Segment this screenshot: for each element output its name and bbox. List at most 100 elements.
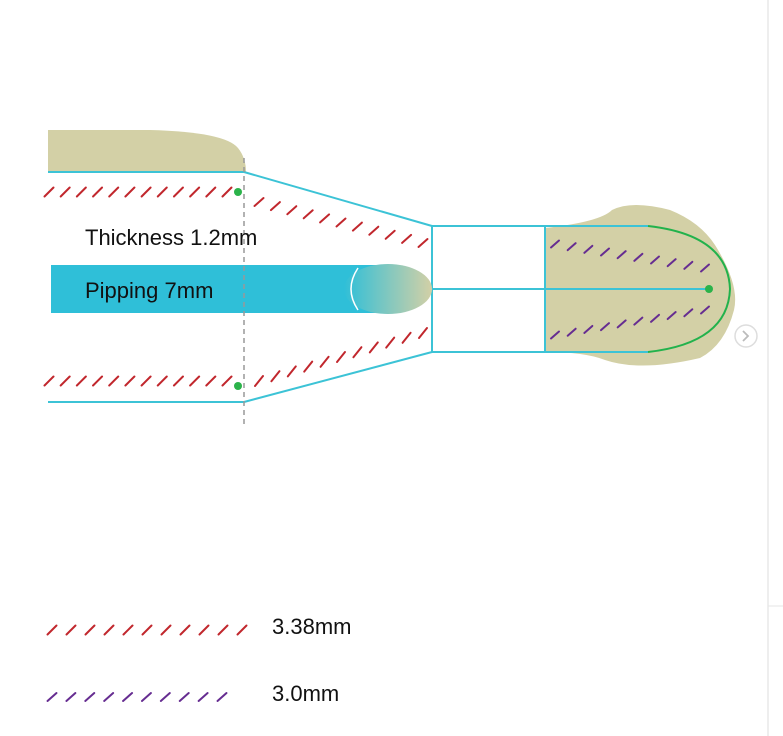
next-slide-button[interactable] — [734, 324, 758, 348]
stitch-mark — [666, 311, 677, 321]
stitch-mark — [172, 375, 184, 387]
stitch-mark — [600, 247, 610, 257]
stitches-purple-top — [550, 239, 710, 273]
thickness-label: Thickness 1.2mm — [85, 225, 257, 250]
stitch-mark — [286, 205, 298, 216]
chevron-right-icon — [742, 330, 750, 342]
piping-bar — [51, 265, 387, 313]
stitch-mark — [156, 375, 168, 387]
stitch-mark — [92, 375, 104, 387]
fabric-right — [545, 205, 736, 366]
stitch-mark — [216, 692, 228, 702]
stitch-mark — [417, 238, 429, 248]
stitch-mark — [75, 375, 87, 387]
stitch-mark — [700, 305, 710, 315]
stitch-mark — [566, 327, 577, 337]
stitch-mark — [236, 624, 248, 636]
stitch-mark — [108, 375, 120, 387]
stitch-mark — [198, 624, 210, 636]
marker-dot-tip — [705, 285, 713, 293]
piping-bulb — [344, 264, 432, 314]
marker-dot-top — [234, 188, 242, 196]
stitch-mark — [418, 327, 428, 339]
stitch-mark — [92, 186, 104, 198]
stitch-mark — [253, 197, 265, 207]
stitch-mark — [700, 263, 710, 273]
stitch-mark — [385, 336, 396, 349]
stitch-mark — [75, 186, 87, 198]
stitch-mark — [141, 624, 153, 636]
stitch-mark — [122, 624, 134, 636]
piping-label: Pipping 7mm — [85, 278, 213, 303]
stitch-mark — [254, 375, 264, 387]
stitch-mark — [122, 692, 134, 702]
stitch-mark — [633, 316, 644, 326]
stitch-mark — [197, 692, 209, 702]
stitch-mark — [84, 624, 96, 636]
stitch-mark — [103, 692, 115, 702]
stitch-mark — [303, 360, 314, 373]
stitch-mark — [156, 186, 168, 198]
legend: 3.38mm 3.0mm — [46, 614, 351, 706]
seam-curve — [647, 225, 732, 353]
stitch-mark — [84, 692, 96, 702]
stitch-mark — [650, 313, 660, 323]
marker-dot-bottom — [234, 382, 242, 390]
legend-label-purple: 3.0mm — [272, 681, 339, 706]
stitch-mark — [302, 209, 314, 220]
stitch-mark — [59, 375, 71, 387]
stitch-mark — [59, 186, 71, 198]
stitch-mark — [368, 341, 379, 354]
stitches-red-left-top — [43, 186, 233, 198]
stitch-mark — [103, 624, 115, 636]
stitch-mark — [633, 252, 644, 262]
stitch-mark — [352, 346, 363, 359]
stitch-mark — [269, 201, 281, 212]
stitch-mark — [189, 375, 201, 387]
stitch-mark — [401, 331, 412, 344]
stitch-mark — [217, 624, 229, 636]
stitches-purple-bottom — [550, 305, 710, 340]
stitch-mark — [65, 624, 77, 636]
stitch-mark — [286, 365, 297, 378]
stitch-mark — [124, 186, 136, 198]
piping-bulb-edge — [350, 267, 359, 311]
stitch-mark — [140, 186, 152, 198]
stitch-mark — [616, 250, 627, 260]
stitch-mark — [108, 186, 120, 198]
stitch-mark — [205, 375, 217, 387]
legend-label-red: 3.38mm — [272, 614, 351, 639]
stitch-mark — [46, 624, 58, 636]
stitches-red-left-bottom — [43, 375, 233, 387]
stitch-mark — [179, 624, 191, 636]
stitch-mark — [583, 244, 594, 254]
stitch-mark — [140, 375, 152, 387]
stitch-mark — [270, 370, 281, 383]
fabric-left — [48, 130, 246, 172]
stitch-mark — [683, 308, 694, 318]
stitch-mark — [43, 375, 55, 387]
stitch-mark — [189, 186, 201, 198]
stitch-mark — [336, 351, 346, 363]
stitch-mark — [616, 319, 627, 329]
stitch-mark — [650, 255, 660, 265]
stitch-mark — [666, 258, 677, 268]
stitches-red-diagonal-top — [253, 197, 429, 248]
stitch-mark — [600, 322, 610, 332]
stitch-mark — [368, 225, 380, 236]
stitch-mark — [205, 186, 217, 198]
stitch-mark — [566, 242, 577, 252]
stitch-mark — [335, 217, 347, 228]
stitch-mark — [221, 186, 233, 198]
stitch-mark — [319, 355, 330, 368]
stitch-mark — [65, 692, 77, 702]
stitch-mark — [124, 375, 136, 387]
stitches-red-diagonal-bottom — [254, 327, 428, 387]
stitch-mark — [384, 229, 396, 240]
stitch-mark — [221, 375, 233, 387]
stitch-mark — [550, 239, 560, 249]
stitch-mark — [583, 324, 594, 334]
stitch-mark — [683, 260, 694, 270]
stitch-mark — [159, 692, 171, 702]
